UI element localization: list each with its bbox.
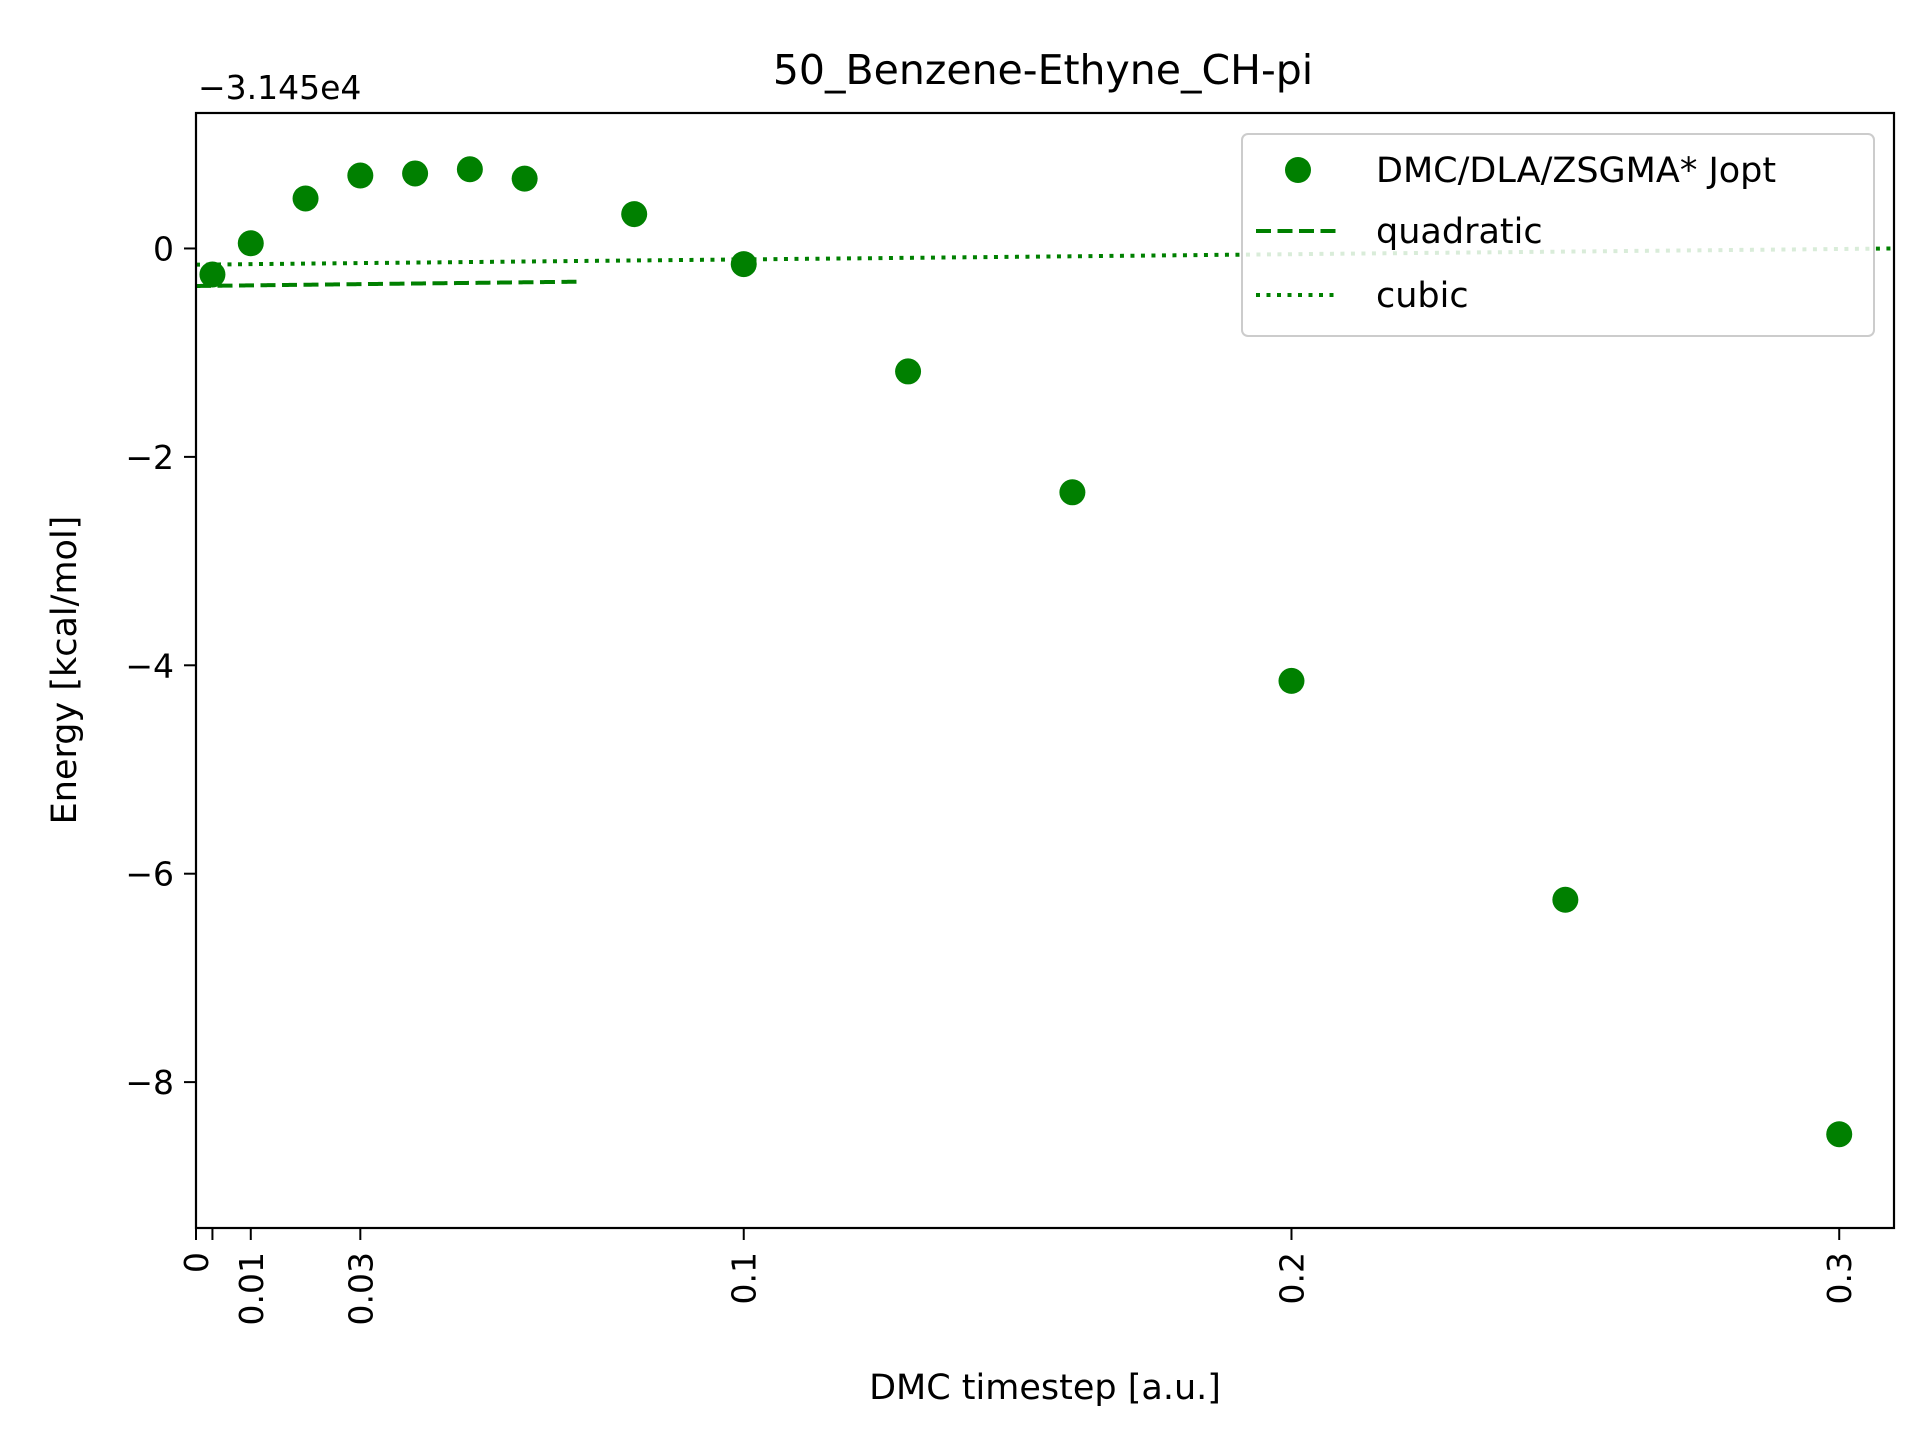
data-point: [199, 261, 226, 288]
y-tick-label: −2: [125, 438, 174, 477]
legend-box: [1241, 133, 1875, 337]
data-point: [511, 165, 538, 192]
data-point: [237, 230, 264, 257]
legend-label-dmc: DMC/DLA/ZSGMA* Jopt: [1376, 151, 1776, 191]
plot-area: [196, 156, 1894, 1148]
x-tick-label: 0.3: [1820, 1252, 1859, 1304]
axes-frame: [194, 111, 1896, 1230]
legend: DMC/DLA/ZSGMA* Jopt quadratic cubic: [1241, 133, 1875, 337]
x-tick-label: 0.2: [1272, 1252, 1311, 1304]
x-tick-label: 0.1: [725, 1252, 764, 1304]
data-point: [621, 201, 648, 228]
data-point: [1826, 1121, 1853, 1148]
x-axis-ticks: 0 0.01 0.03 0.1 0.2 0.3: [177, 1228, 1859, 1325]
y-offset-label: −3.145e4: [198, 68, 361, 107]
y-tick-label: 0: [153, 229, 174, 268]
data-point: [347, 162, 374, 189]
data-point: [730, 251, 757, 278]
data-point: [292, 185, 319, 212]
x-axis-label: DMC timestep [a.u.]: [869, 1368, 1221, 1408]
data-point: [456, 156, 483, 183]
x-tick-label: 0.03: [341, 1252, 380, 1325]
x-tick-label: 0: [177, 1252, 216, 1273]
y-tick-label: −8: [125, 1063, 174, 1102]
legend-label-quadratic: quadratic: [1376, 212, 1543, 252]
chart-title: 50_Benzene-Ethyne_CH-pi: [773, 46, 1313, 94]
legend-label-cubic: cubic: [1376, 276, 1469, 316]
y-tick-label: −4: [125, 646, 174, 685]
y-axis-label: Energy [kcal/mol]: [45, 516, 85, 825]
data-point: [1278, 667, 1305, 694]
data-point: [1059, 479, 1086, 506]
data-point: [895, 358, 922, 385]
y-tick-label: −6: [125, 855, 174, 894]
data-point: [1552, 886, 1579, 913]
legend-marker-dmc: [1285, 157, 1311, 183]
x-tick-label: 0.01: [232, 1252, 271, 1325]
data-point: [402, 160, 429, 187]
y-axis-ticks: 0 −2 −4 −6 −8: [125, 229, 196, 1102]
